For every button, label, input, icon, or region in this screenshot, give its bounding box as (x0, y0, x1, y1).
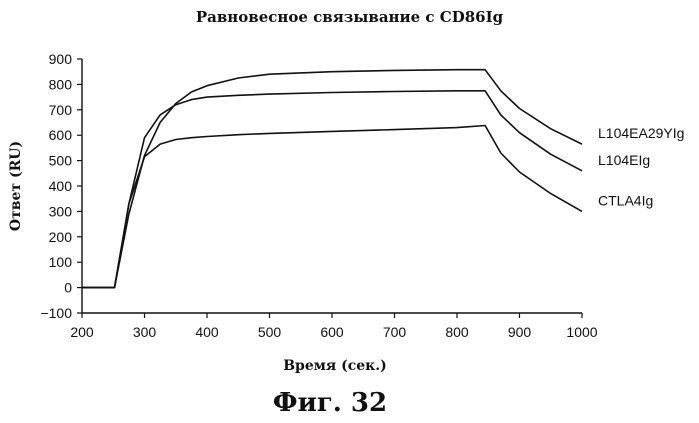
y-tick-label: 200 (49, 229, 73, 245)
x-tick-label: 300 (133, 324, 157, 340)
y-tick-label: 400 (49, 178, 73, 194)
series-line-2 (82, 91, 582, 288)
y-tick-label: 100 (49, 254, 73, 270)
x-tick-label: 200 (70, 324, 94, 340)
y-tick-label: 300 (49, 203, 73, 219)
series-label-3: CTLA4Ig (598, 192, 653, 208)
series-label-2: L104EIg (598, 152, 650, 168)
series-line-1 (82, 70, 582, 288)
axes: −100 0 100 200 300 400 500 600 700 800 900 200 300 40… (40, 51, 597, 340)
x-tick-label: 500 (258, 324, 282, 340)
y-tick-label: 600 (49, 127, 73, 143)
y-tick-label: 900 (49, 51, 73, 67)
figure-caption: Фиг. 32 (0, 388, 660, 418)
x-tick-label: 700 (383, 324, 407, 340)
x-tick-label: 1000 (566, 324, 597, 340)
x-tick-label: 600 (320, 324, 344, 340)
series-line-3 (82, 126, 582, 288)
series-labels: L104EA29YIg L104EIg CTLA4Ig (598, 125, 684, 208)
series-layer (82, 70, 582, 288)
y-tick-label: 700 (49, 102, 73, 118)
x-axis-label: Время (сек.) (283, 358, 387, 374)
x-tick-label: 400 (195, 324, 219, 340)
y-tick-label: 800 (49, 76, 73, 92)
y-axis-label: Ответ (RU) (8, 141, 24, 231)
y-tick-label: 500 (49, 153, 73, 169)
x-tick-label: 900 (508, 324, 532, 340)
y-tick-label: 0 (64, 280, 72, 296)
x-tick-label: 800 (445, 324, 469, 340)
series-label-1: L104EA29YIg (598, 125, 684, 141)
y-tick-label: −100 (40, 305, 72, 321)
